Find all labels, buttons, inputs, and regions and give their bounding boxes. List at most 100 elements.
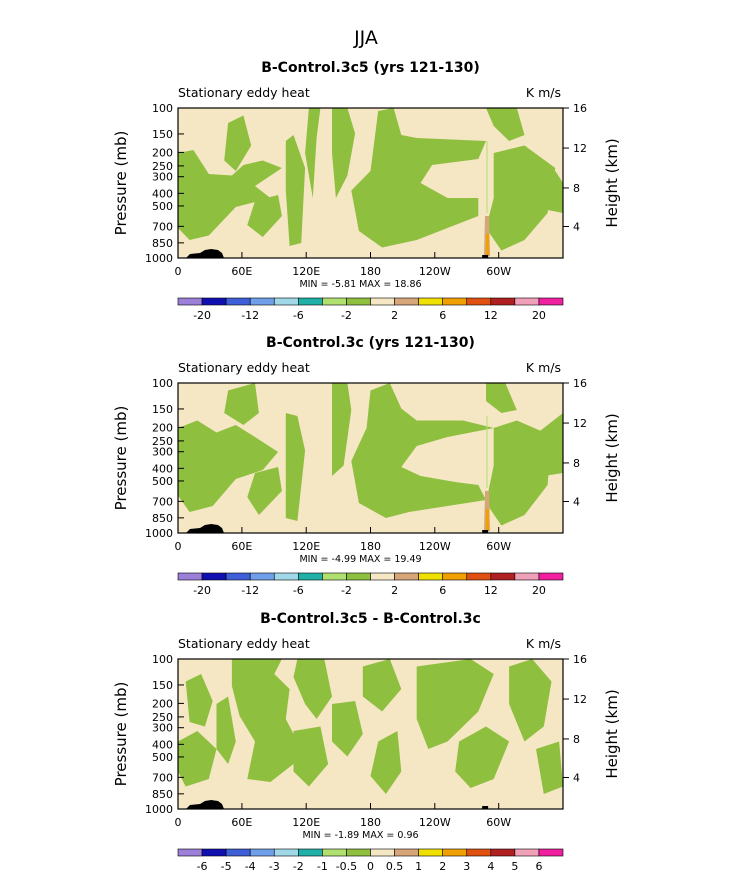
- colorbar-label: -6: [197, 860, 208, 873]
- contour-region: [224, 115, 252, 171]
- colorbar-swatch: [177, 848, 203, 857]
- colorbar-swatch: [370, 572, 395, 581]
- contour-region: [178, 731, 217, 787]
- colorbar-label: -6: [293, 584, 304, 597]
- colorbar-label: -3: [269, 860, 280, 873]
- colorbar-swatch: [514, 297, 540, 306]
- colorbar-label: -0.5: [336, 860, 357, 873]
- y-tick-label: 850: [152, 512, 173, 525]
- colorbar-swatch: [490, 848, 516, 857]
- colorbar-label: 6: [439, 584, 446, 597]
- colorbar-label: 5: [511, 860, 518, 873]
- x-tick-label: 180: [360, 540, 381, 553]
- colorbar-swatch: [514, 572, 540, 581]
- colorbar-swatch: [538, 848, 564, 857]
- colorbar-swatch: [442, 572, 468, 581]
- y-tick-label: 500: [152, 200, 173, 213]
- y-right-tick-label: 12: [573, 142, 587, 155]
- colorbar-label: 6: [439, 309, 446, 322]
- colorbar-label: 2: [391, 584, 398, 597]
- y-tick-label: 300: [152, 446, 173, 459]
- colorbar-swatch: [442, 848, 468, 857]
- x-tick-label: 180: [360, 816, 381, 829]
- colorbar-label: -2: [341, 584, 352, 597]
- y-right-tick-label: 4: [573, 772, 580, 785]
- contour-region: [185, 674, 213, 727]
- x-tick-label: 120W: [419, 816, 451, 829]
- colorbar-label: 4: [487, 860, 494, 873]
- colorbar-swatch: [298, 572, 323, 581]
- y-tick-label: 700: [152, 495, 173, 508]
- y-right-tick-label: 4: [573, 496, 580, 509]
- y-tick-label: 250: [152, 711, 173, 724]
- x-tick-label: 120W: [419, 540, 451, 553]
- y-right-tick-label: 12: [573, 693, 587, 706]
- contour-spike-core: [486, 234, 489, 255]
- colorbar-swatch: [249, 297, 275, 306]
- chart-title: B-Control.3c (yrs 121-130): [266, 335, 475, 351]
- x-tick-label: 60W: [486, 265, 511, 278]
- y-right-tick-label: 16: [573, 377, 587, 390]
- colorbar-swatch: [538, 297, 564, 306]
- colorbar-label: 3: [463, 860, 470, 873]
- colorbar-swatch: [538, 572, 564, 581]
- y-tick-label: 1000: [145, 803, 173, 816]
- y-tick-label: 300: [152, 171, 173, 184]
- terrain-mask: [186, 249, 224, 258]
- colorbar-label: -6: [293, 309, 304, 322]
- colorbar-label: -2: [341, 309, 352, 322]
- colorbar-swatch: [322, 572, 347, 581]
- y-tick-label: 850: [152, 237, 173, 250]
- colorbar-swatch: [249, 848, 275, 857]
- colorbar-swatch: [370, 848, 395, 857]
- colorbar-swatch: [418, 297, 443, 306]
- colorbar-swatch: [322, 848, 347, 857]
- colorbar-label: -20: [193, 584, 211, 597]
- y-right-tick-label: 16: [573, 653, 587, 666]
- y-tick-label: 150: [152, 679, 173, 692]
- colorbar-label: -1: [317, 860, 328, 873]
- y-tick-label: 250: [152, 160, 173, 173]
- y-right-axis-title: Height (km): [603, 413, 621, 502]
- variable-label: Stationary eddy heat: [178, 636, 310, 651]
- colorbar-swatch: [273, 848, 299, 857]
- colorbar-swatch: [466, 297, 492, 306]
- colorbar-swatch: [418, 572, 443, 581]
- contour-region: [536, 171, 563, 213]
- y-tick-label: 1000: [145, 527, 173, 540]
- variable-label: Stationary eddy heat: [178, 360, 310, 375]
- min-max-readout: MIN = -4.99 MAX = 19.49: [299, 554, 421, 565]
- y-axis-title: Pressure (mb): [112, 406, 130, 511]
- contour-region: [247, 467, 282, 515]
- contour-region: [524, 413, 563, 476]
- units-label: K m/s: [526, 636, 561, 651]
- y-tick-label: 150: [152, 403, 173, 416]
- contour-region: [231, 659, 298, 782]
- contour-region: [216, 696, 236, 764]
- y-tick-label: 150: [152, 128, 173, 141]
- colorbar-label: 2: [391, 309, 398, 322]
- colorbar-swatch: [201, 572, 227, 581]
- y-axis-title: Pressure (mb): [112, 682, 130, 787]
- contour-region: [332, 701, 363, 757]
- colorbar-label: 0: [367, 860, 374, 873]
- chart-title: B-Control.3c5 (yrs 121-130): [261, 60, 480, 76]
- contour-region: [362, 659, 402, 712]
- colorbar-swatch: [514, 848, 540, 857]
- y-right-tick-label: 8: [573, 182, 580, 195]
- terrain-mask-andes: [482, 806, 489, 809]
- colorbar-label: -2: [293, 860, 304, 873]
- x-tick-label: 60W: [486, 540, 511, 553]
- y-tick-label: 500: [152, 475, 173, 488]
- colorbar-swatch: [201, 848, 227, 857]
- colorbar-label: -12: [241, 584, 259, 597]
- terrain-mask-andes: [482, 255, 489, 258]
- colorbar-swatch: [225, 848, 251, 857]
- panel-3: B-Control.3c5 - B-Control.3c Stationary e…: [112, 611, 621, 873]
- x-tick-label: 120W: [419, 265, 451, 278]
- y-tick-label: 700: [152, 771, 173, 784]
- colorbar-label: 1: [415, 860, 422, 873]
- chart-title: B-Control.3c5 - B-Control.3c: [260, 611, 481, 627]
- colorbar-label: -5: [221, 860, 232, 873]
